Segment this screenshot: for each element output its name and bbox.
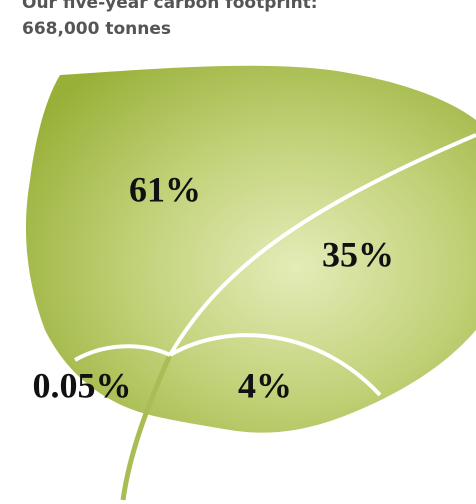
infographic: 61% 35% 4% 0.05% Our five-year carbon fo… bbox=[0, 0, 476, 504]
subtitle: 668,000 tonnes bbox=[22, 19, 171, 39]
segment-label: 0.05% bbox=[33, 365, 132, 405]
segment-label: 4% bbox=[238, 365, 292, 405]
segment-label: 35% bbox=[322, 234, 394, 274]
segment-label: 61% bbox=[129, 169, 201, 209]
leaf-graphic: 61% 35% 4% 0.05% bbox=[0, 0, 476, 504]
title: Our five-year carbon footprint: bbox=[22, 0, 318, 15]
